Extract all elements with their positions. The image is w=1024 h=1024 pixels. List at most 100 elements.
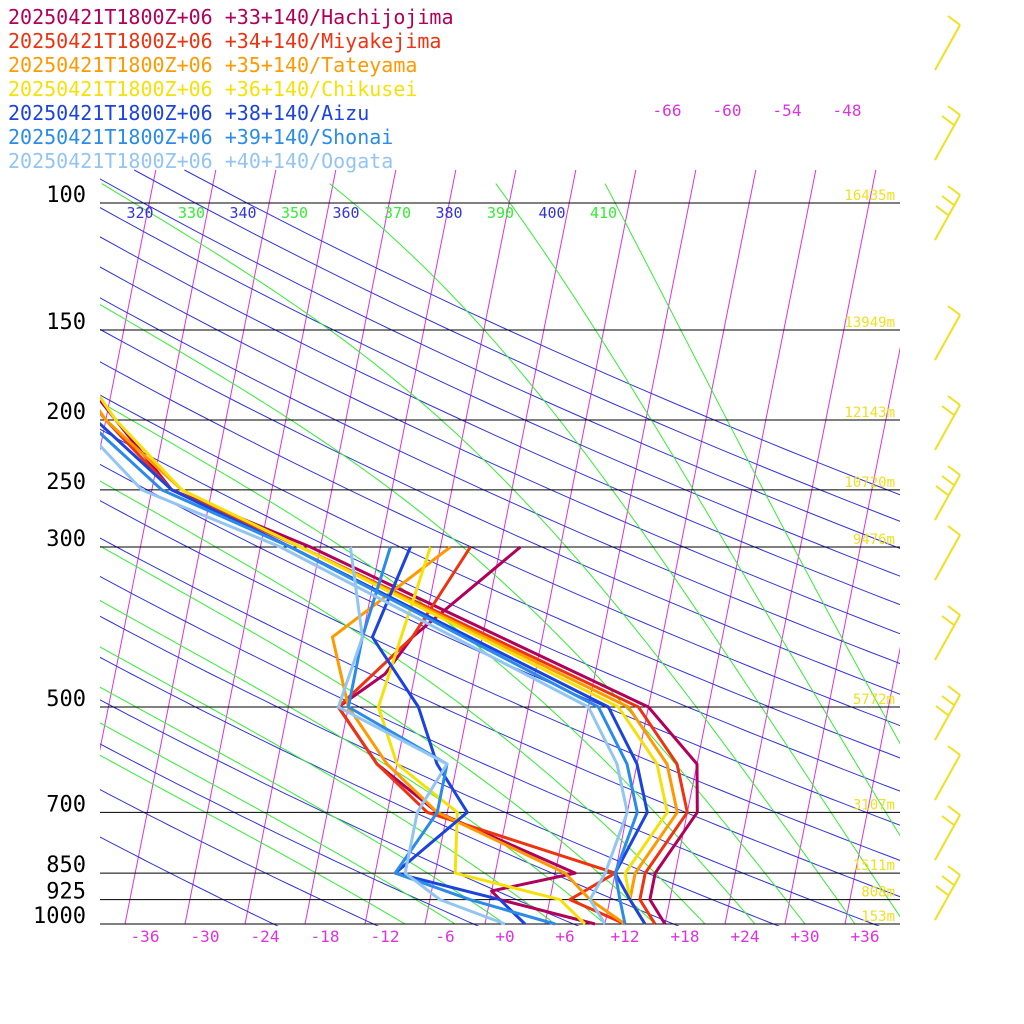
theta-label: 330	[178, 204, 205, 222]
height-label: 153m	[861, 909, 895, 925]
temperature-line-5	[100, 431, 639, 925]
legend-entry: 20250421T1800Z+06 +34+140/Miyakejima	[8, 29, 442, 53]
theta-label: 320	[126, 204, 153, 222]
x-tick-label: -36	[131, 927, 160, 946]
x-tick-label: -12	[371, 927, 400, 946]
moist-adiabat-line	[100, 599, 606, 925]
theta-label: 360	[332, 204, 359, 222]
wind-barb	[934, 185, 961, 241]
legend-entry: 20250421T1800Z+06 +39+140/Shonai	[8, 125, 394, 149]
legend-entry: 20250421T1800Z+06 +40+140/Oogata	[8, 149, 394, 173]
height-label: 9476m	[853, 532, 895, 548]
pressure-label: 150	[46, 310, 86, 335]
pressure-label: 850	[46, 853, 86, 878]
height-label: 3107m	[853, 797, 895, 813]
upper-temp-label: -60	[713, 101, 742, 120]
height-label: 808m	[861, 885, 895, 901]
isotherm-line	[0, 170, 36, 924]
dry-adiabat-line	[100, 615, 780, 926]
theta-label: 340	[229, 204, 256, 222]
wind-barb	[934, 105, 961, 161]
x-tick-label: +30	[791, 927, 820, 946]
x-tick-label: -30	[191, 927, 220, 946]
height-label: 16435m	[844, 188, 895, 204]
moist-adiabat-line	[100, 722, 456, 925]
dewpoint-line-1	[336, 546, 626, 926]
upper-temp-label: -66	[653, 101, 682, 120]
moist-adiabat-line	[100, 686, 506, 925]
pressure-label: 300	[46, 527, 86, 552]
moist-adiabat-line	[101, 183, 856, 925]
moist-adiabat-line	[100, 754, 406, 925]
theta-label: 410	[590, 204, 617, 222]
wind-barb	[934, 605, 961, 661]
dry-adiabat-line	[100, 575, 881, 926]
pressure-label: 100	[46, 183, 86, 208]
moist-adiabat-line	[100, 545, 656, 925]
height-label: 13949m	[844, 315, 895, 331]
dewpoint-line-2	[330, 545, 626, 926]
isotherm-line	[844, 646, 900, 925]
pressure-label: 500	[46, 687, 86, 712]
pressure-label: 200	[46, 400, 86, 425]
temperature-line-3	[100, 394, 669, 925]
theta-label: 370	[384, 204, 411, 222]
x-tick-label: +12	[611, 927, 640, 946]
theta-label: 400	[538, 204, 565, 222]
moist-adiabat-line	[604, 183, 900, 745]
dry-adiabat-line	[100, 207, 900, 577]
wind-barb	[934, 865, 961, 921]
dry-adiabat-line	[100, 699, 580, 926]
isotherm-line	[100, 169, 157, 452]
wind-barb	[934, 745, 961, 801]
dry-adiabat-line	[100, 743, 480, 926]
height-label: 10720m	[844, 475, 895, 491]
wind-barb	[934, 525, 961, 581]
legend-entry: 20250421T1800Z+06 +33+140/Hachijojima	[8, 5, 454, 29]
dewpoint-line-0	[336, 545, 596, 926]
dry-adiabat-line	[100, 789, 380, 926]
dry-adiabat-line	[100, 656, 680, 926]
pressure-label: 250	[46, 470, 86, 495]
moist-adiabat-line	[100, 646, 556, 925]
theta-label: 380	[435, 204, 462, 222]
wind-barb	[934, 395, 961, 451]
x-tick-label: +36	[851, 927, 880, 946]
height-label: 1511m	[853, 858, 895, 874]
moist-adiabat-line	[495, 183, 900, 837]
x-tick-label: +6	[555, 927, 574, 946]
legend-entry: 20250421T1800Z+06 +38+140/Aizu	[8, 101, 370, 125]
wind-barb	[934, 465, 961, 521]
legend-entry: 20250421T1800Z+06 +35+140/Tateyama	[8, 53, 418, 77]
legend-entry: 20250421T1800Z+06 +36+140/Chikusei	[8, 77, 418, 101]
x-tick-label: -18	[311, 927, 340, 946]
dewpoint-line-5	[346, 546, 556, 926]
dry-adiabat-line	[100, 537, 900, 898]
height-label: 5772m	[853, 692, 895, 708]
pressure-label: 1000	[33, 904, 86, 929]
x-tick-label: -24	[251, 927, 280, 946]
dewpoint-line-4	[370, 546, 527, 926]
pressure-label: 700	[46, 792, 86, 817]
theta-label: 350	[281, 204, 308, 222]
x-tick-label: +18	[671, 927, 700, 946]
wind-barb	[934, 685, 961, 741]
x-tick-label: +0	[495, 927, 514, 946]
wind-barb	[934, 305, 961, 361]
x-tick-label: -6	[435, 927, 454, 946]
temperature-line-0	[100, 397, 699, 925]
theta-label: 390	[487, 204, 514, 222]
isotherm-line	[905, 170, 1024, 924]
legend: 20250421T1800Z+06 +33+140/Hachijojima 202…	[8, 5, 454, 173]
height-label: 12143m	[844, 405, 895, 421]
dry-adiabat-line	[100, 178, 900, 549]
dry-adiabat-line	[133, 169, 900, 522]
moist-adiabat-line	[100, 303, 806, 925]
dry-adiabat-line	[100, 836, 279, 926]
upper-temp-label: -48	[833, 101, 862, 120]
dewpoint-line-6	[336, 546, 506, 926]
wind-barb	[934, 805, 961, 861]
pressure-label: 925	[46, 880, 86, 905]
